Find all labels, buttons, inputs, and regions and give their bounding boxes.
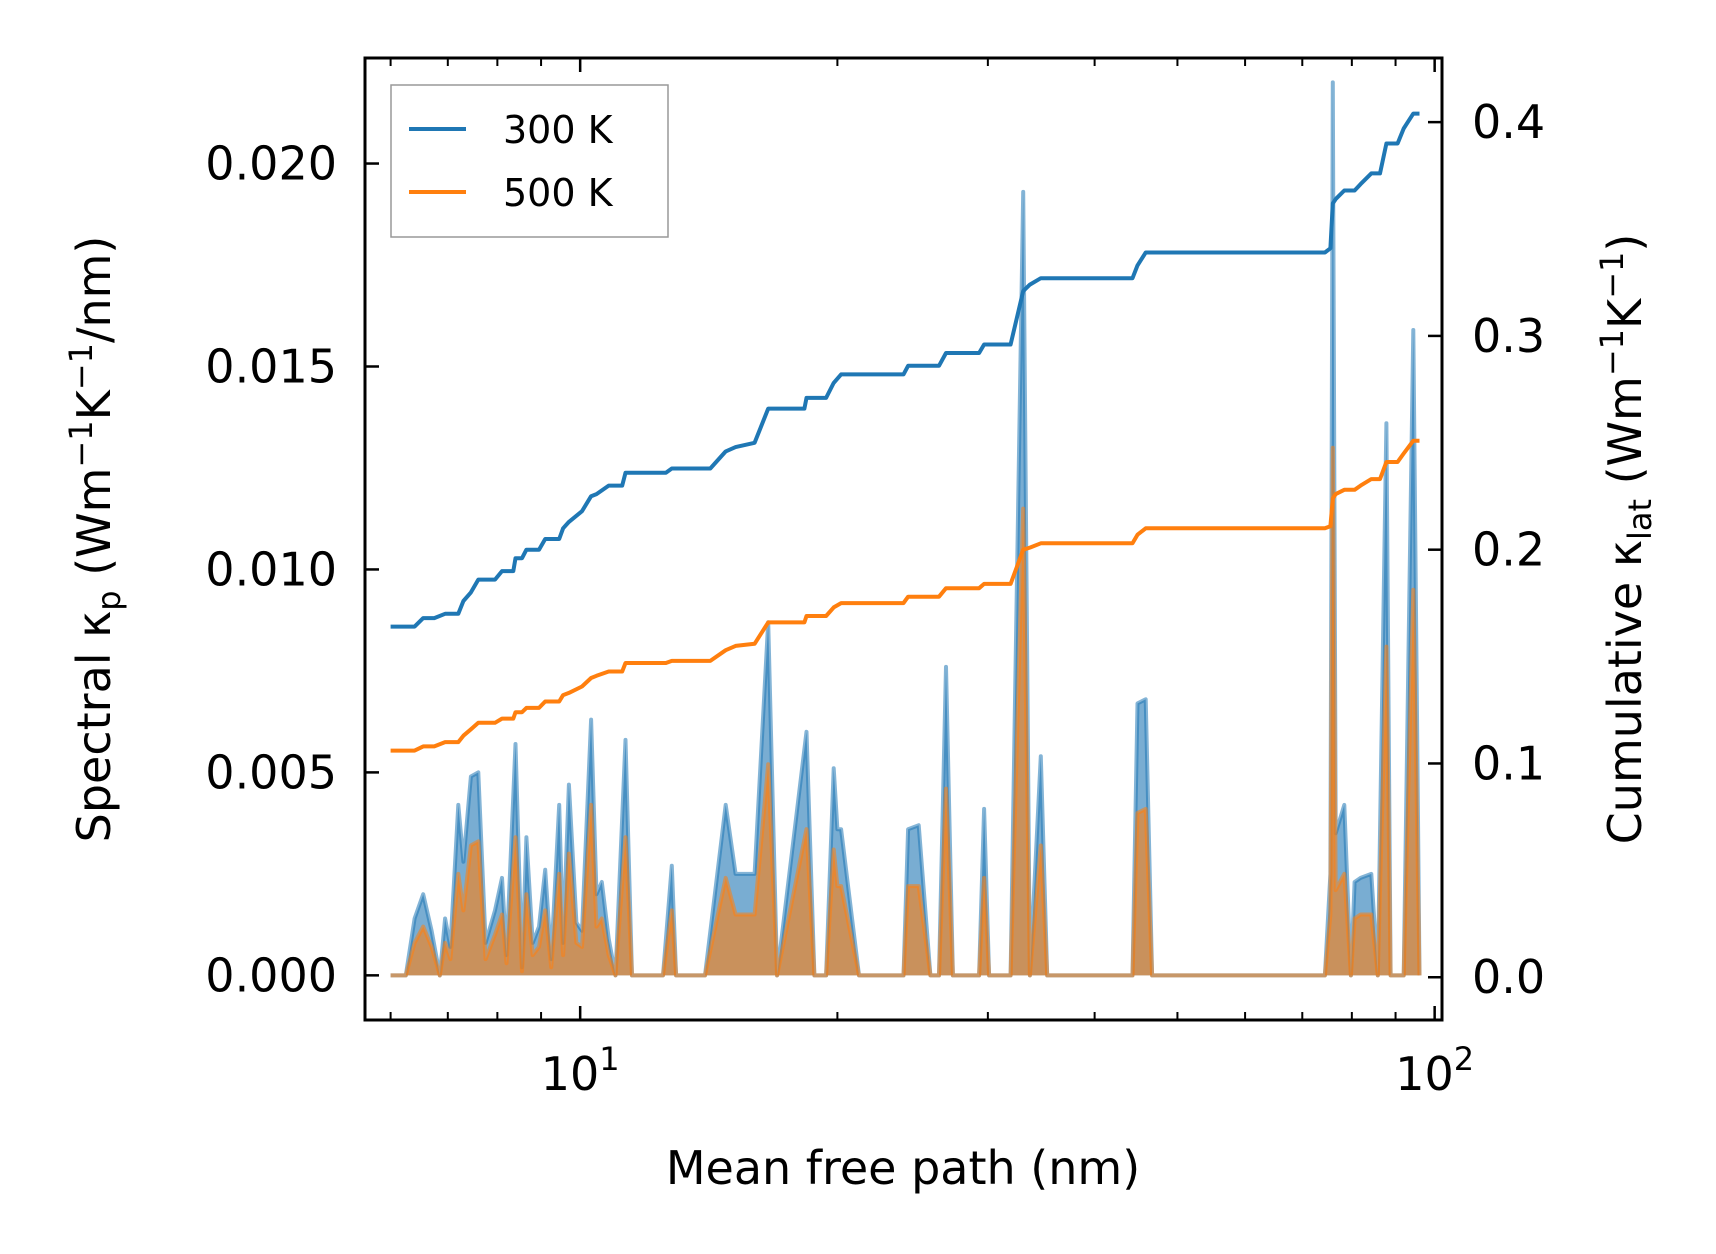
y-right-label-prefix: Cumulative κ — [1598, 540, 1652, 844]
x-tick-label-exponent: 1 — [599, 1040, 619, 1078]
y-right-label-sub: lat — [1621, 499, 1659, 540]
y-left-axis-label: Spectral κp (Wm−1K−1/nm) — [62, 236, 128, 843]
legend-label-500k: 500 K — [503, 171, 614, 215]
plot-frame — [363, 56, 1444, 1022]
y-right-label-mid: K — [1598, 297, 1652, 329]
y-left-label-sup1: −1 — [62, 420, 100, 467]
cumulative-line-500k — [390, 438, 1420, 753]
cumulative-layer — [390, 111, 1420, 753]
y-left-tick-label: 0.010 — [205, 542, 337, 596]
x-tick-label-base: 10 — [1395, 1047, 1454, 1101]
y-right-label-unit-open: (Wm — [1598, 376, 1652, 499]
legend-box — [390, 84, 669, 238]
spectral-line-500k — [390, 445, 1422, 978]
y-right-axis-label: Cumulative κlat (Wm−1K−1) — [1593, 234, 1659, 845]
y-left-tick-label: 0.000 — [205, 948, 337, 1002]
y-right-label-sup1: −1 — [1593, 329, 1631, 376]
y-left-label-mid: K — [67, 388, 121, 420]
ticks-layer: 101 1020.0000.0050.0100.0150.0200.00.10.2… — [205, 58, 1545, 1101]
y-left-label-sup2: −1 — [62, 343, 100, 390]
legend: 300 K 500 K — [390, 84, 669, 238]
x-tick-label-exponent: 2 — [1454, 1040, 1474, 1078]
y-left-label-sub: p — [90, 590, 128, 610]
y-right-tick-label: 0.3 — [1472, 309, 1545, 363]
y-right-tick-label: 0.0 — [1472, 950, 1545, 1004]
y-right-tick-label: 0.2 — [1472, 523, 1545, 577]
legend-label-300k: 300 K — [503, 108, 614, 152]
y-right-label-sup2: −1 — [1593, 252, 1631, 299]
y-right-tick-label: 0.1 — [1472, 736, 1545, 790]
cumulative-line-300k — [390, 111, 1420, 629]
y-left-tick-label: 0.015 — [205, 339, 337, 393]
y-left-label-tail: /nm) — [67, 236, 121, 343]
y-right-tick-label: 0.4 — [1472, 95, 1545, 149]
y-left-label-prefix: Spectral κ — [67, 611, 121, 843]
y-right-label-tail: ) — [1598, 234, 1652, 252]
y-left-tick-label: 0.005 — [205, 745, 337, 799]
x-axis-label: Mean free path (nm) — [666, 1141, 1140, 1195]
x-tick-label-base: 10 — [541, 1047, 600, 1101]
x-tick-label: 101 — [541, 1040, 620, 1101]
y-left-label-unit-open: (Wm — [67, 468, 121, 591]
x-tick-label: 102 — [1395, 1040, 1474, 1101]
y-left-tick-label: 0.020 — [205, 137, 337, 191]
